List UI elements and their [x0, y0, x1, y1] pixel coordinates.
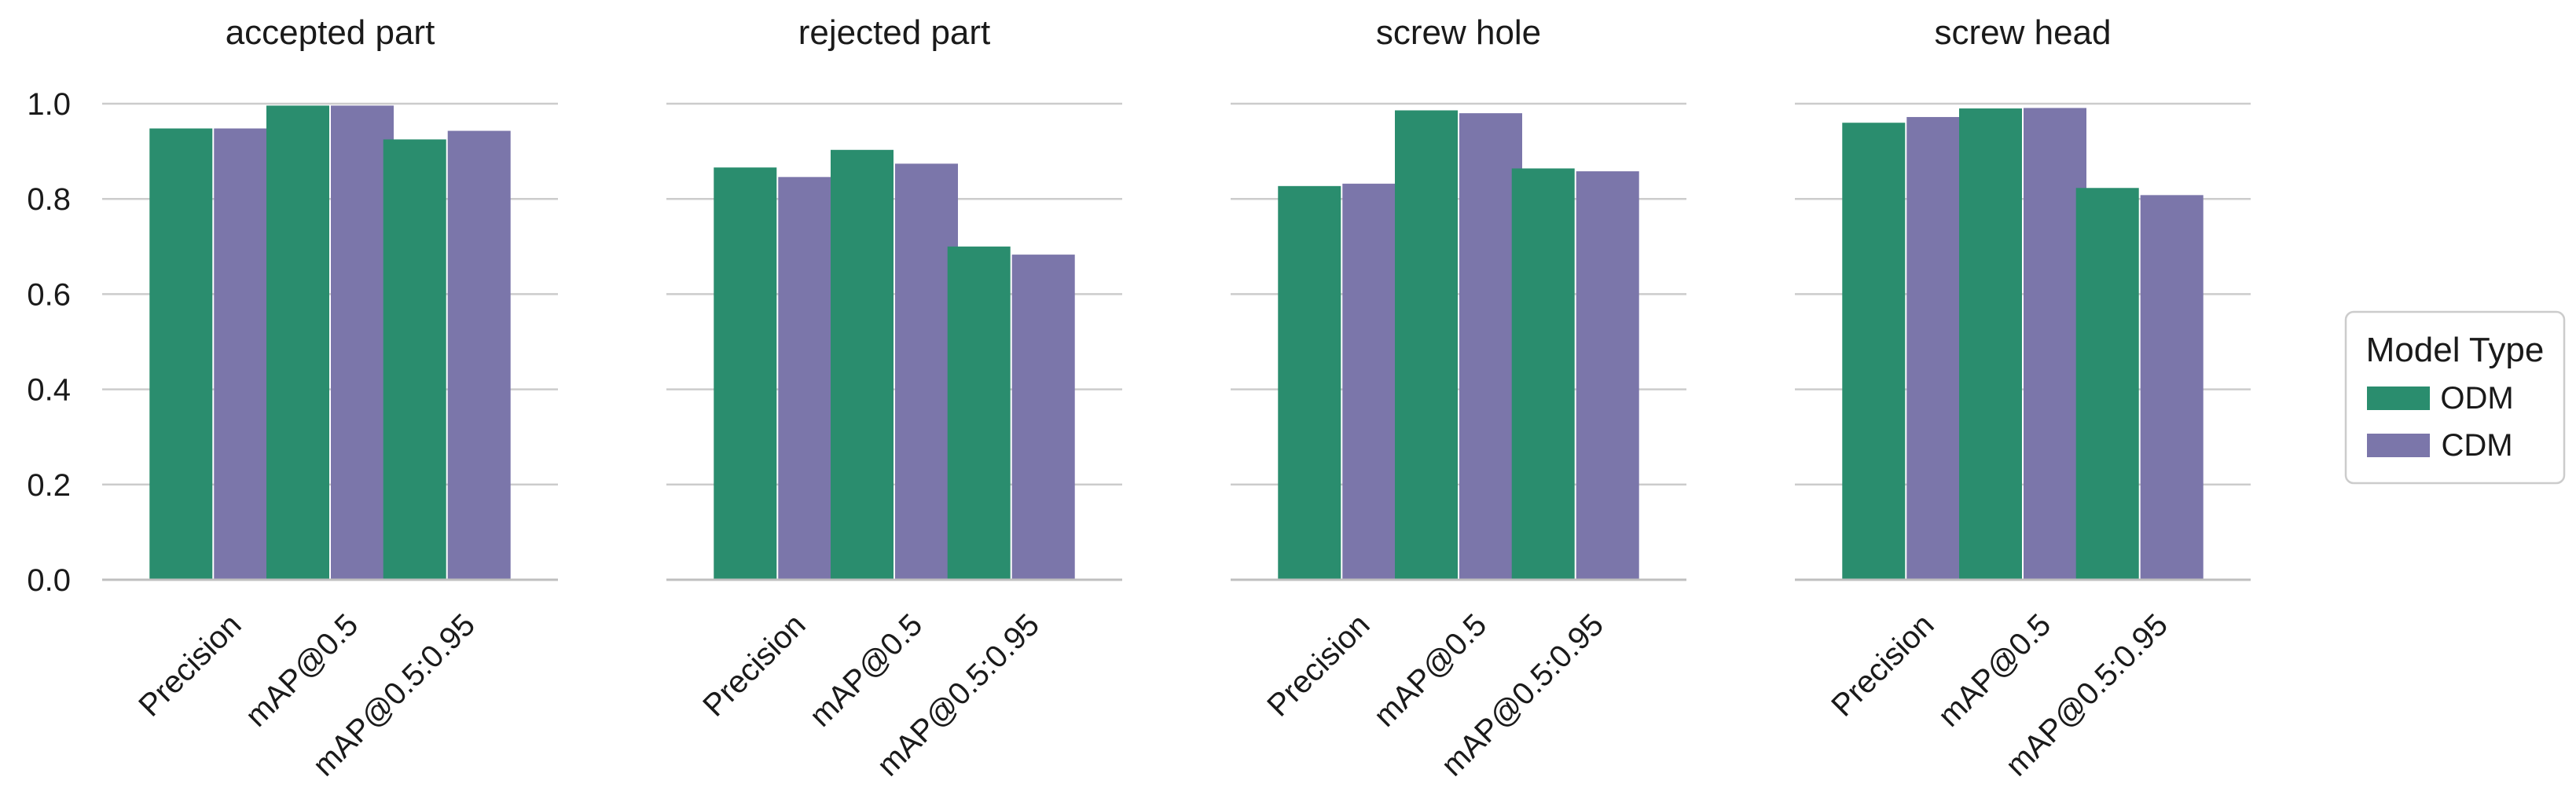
legend-label-cdm: CDM — [2441, 428, 2512, 463]
bar-odm-map-0-5 — [1395, 110, 1458, 580]
y-tick-label: 0.2 — [27, 468, 71, 503]
bar-odm-map-0-5-0-95 — [383, 139, 446, 580]
bar-cdm-map-0-5-0-95 — [1576, 171, 1639, 580]
bar-odm-precision — [714, 167, 777, 581]
legend-swatch-cdm — [2367, 434, 2430, 457]
bar-cdm-map-0-5-0-95 — [1011, 255, 1075, 580]
x-tick-label: mAP@0.5 — [239, 607, 365, 733]
bar-cdm-map-0-5-0-95 — [447, 130, 511, 581]
x-tick-label: Precision — [1260, 607, 1376, 723]
panel-title: rejected part — [798, 13, 991, 52]
bar-odm-map-0-5-0-95 — [2075, 188, 2139, 580]
bar-cdm-precision — [214, 128, 277, 581]
x-tick-label: Precision — [1825, 607, 1940, 723]
bar-cdm-precision — [1342, 183, 1406, 581]
bar-cdm-map-0-5 — [2024, 108, 2086, 581]
x-tick-label: mAP@0.5 — [803, 607, 929, 733]
x-tick-label: mAP@0.5 — [1932, 607, 2057, 733]
bar-cdm-precision — [778, 177, 842, 581]
bar-odm-map-0-5-0-95 — [1511, 168, 1575, 580]
bar-odm-map-0-5 — [831, 149, 894, 581]
legend-label-odm: ODM — [2440, 381, 2513, 416]
legend: Model Type ODM CDM — [2344, 310, 2566, 485]
x-tick-label: Precision — [696, 607, 812, 723]
bar-odm-precision — [149, 128, 213, 581]
bar-cdm-map-0-5-0-95 — [2140, 195, 2204, 581]
y-tick-label: 0.4 — [27, 373, 71, 408]
bar-cdm-precision — [1906, 116, 1970, 580]
y-tick-label: 1.0 — [27, 87, 71, 122]
x-tick-label: Precision — [132, 607, 248, 723]
bar-odm-map-0-5 — [1959, 108, 2022, 580]
panel-title: screw head — [1934, 13, 2111, 52]
y-tick-label: 0.0 — [27, 563, 71, 598]
bar-odm-map-0-5-0-95 — [947, 246, 1011, 580]
legend-title: Model Type — [2366, 331, 2545, 369]
bar-cdm-map-0-5 — [895, 163, 958, 580]
bar-odm-precision — [1278, 185, 1341, 580]
x-tick-label: mAP@0.5 — [1367, 607, 1493, 733]
panel-title: screw hole — [1376, 13, 1541, 52]
bar-cdm-map-0-5 — [331, 105, 394, 580]
y-tick-label: 0.8 — [27, 182, 71, 217]
y-tick-label: 0.6 — [27, 277, 71, 312]
legend-swatch-odm — [2367, 387, 2430, 410]
bar-cdm-map-0-5 — [1459, 113, 1522, 580]
bar-odm-map-0-5 — [266, 105, 329, 580]
bar-odm-precision — [1842, 123, 1906, 581]
panel-title: accepted part — [226, 13, 435, 52]
